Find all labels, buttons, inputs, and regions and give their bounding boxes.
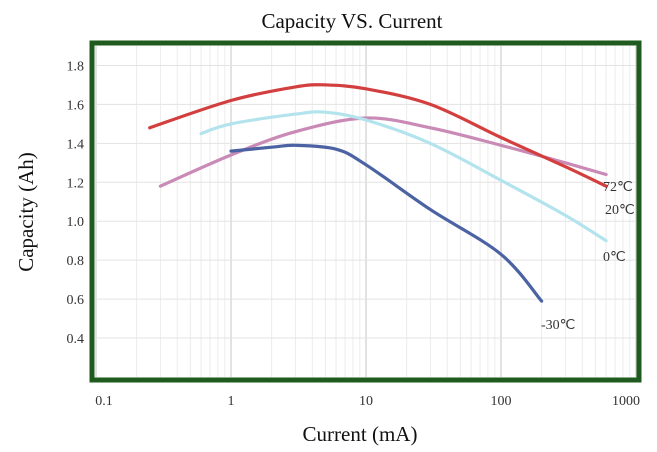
- y-axis-label: Capacity (Ah): [14, 152, 38, 272]
- series-label-0: 72℃: [603, 180, 633, 195]
- y-tick-label: 1.8: [67, 59, 85, 74]
- y-tick-label: 0.4: [67, 332, 85, 347]
- x-tick-label: 0.1: [95, 394, 113, 409]
- tick-labels: 0.1 1 10 100 1000 0.4 0.6 0.8 1.0 1.2 1.4 1.6 1.8: [67, 59, 641, 409]
- series-line-0: [158, 116, 608, 188]
- series-line-2: [199, 110, 608, 243]
- y-tick-label: 0.8: [67, 254, 85, 269]
- series-label-1: 20℃: [605, 203, 635, 218]
- x-tick-label: 100: [491, 394, 512, 409]
- plot-frame: [89, 40, 642, 383]
- series-label-3: -30℃: [541, 318, 575, 333]
- grid: [95, 46, 637, 377]
- y-tick-label: 1.2: [67, 176, 85, 191]
- x-tick-label: 1: [228, 394, 235, 409]
- series-label-2: 0℃: [603, 250, 626, 265]
- y-tick-label: 1.0: [67, 215, 85, 230]
- series-line-1: [148, 83, 608, 188]
- series-line-3: [229, 143, 544, 303]
- chart-title: Capacity VS. Current: [261, 9, 442, 33]
- y-tick-label: 1.6: [67, 98, 85, 113]
- x-axis-label: Current (mA): [303, 422, 418, 446]
- series-labels: 72℃ 20℃ 0℃ -30℃: [541, 180, 635, 333]
- y-tick-label: 1.4: [67, 137, 85, 152]
- x-tick-label: 10: [359, 394, 373, 409]
- x-tick-label: 1000: [612, 394, 640, 409]
- series-lines: [148, 83, 608, 303]
- y-tick-label: 0.6: [67, 293, 85, 308]
